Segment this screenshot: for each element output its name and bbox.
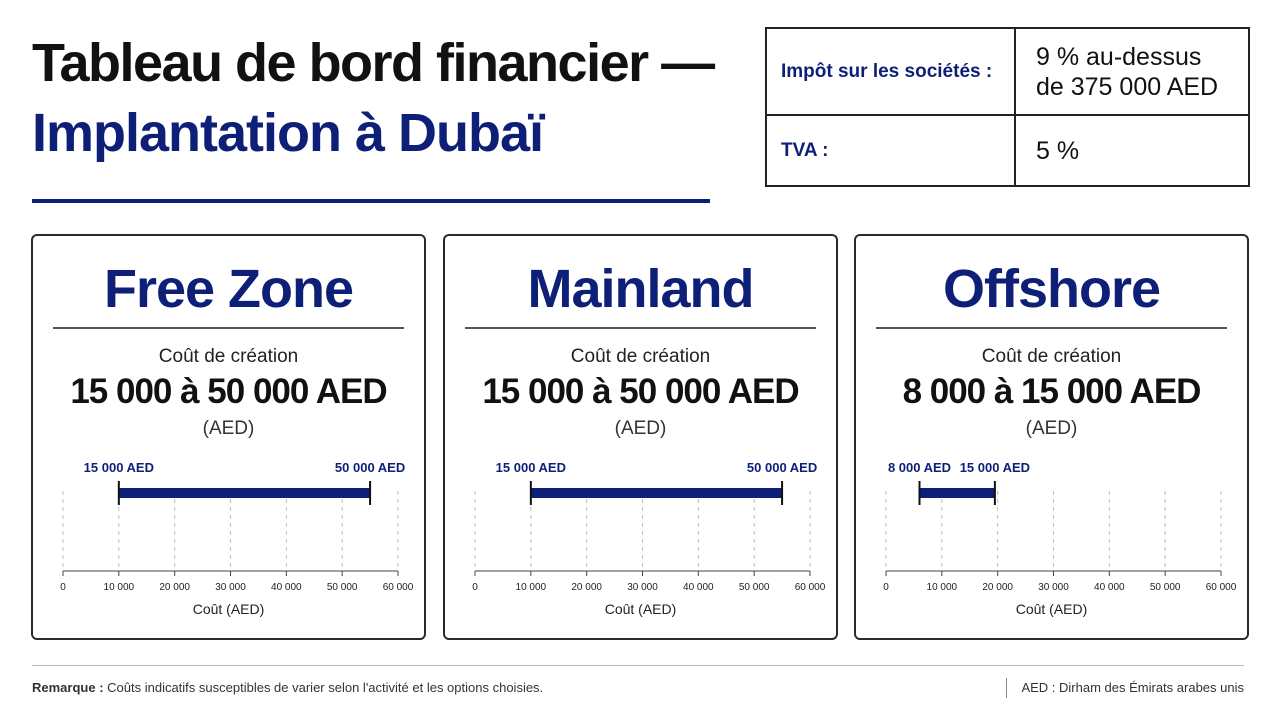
- x-tick-label: 20 000: [571, 582, 602, 593]
- vat-value: 5 %: [1036, 136, 1080, 165]
- x-tick-label: 60 000: [1206, 582, 1237, 593]
- range-chart: 0 10 000 20 000 30 000 40 000 50 000 60 000 15 …: [472, 460, 826, 617]
- x-tick-label: 30 000: [627, 582, 658, 593]
- footer-separator: [1006, 678, 1007, 698]
- card-title: Offshore: [942, 259, 1161, 319]
- card-divider: [53, 327, 404, 329]
- x-tick-label: 50 000: [739, 582, 770, 593]
- range-start-label: 15 000 AED: [84, 460, 154, 475]
- range-start-label: 8 000 AED: [888, 460, 951, 475]
- cost-unit: (AED): [202, 418, 255, 439]
- range-start-label: 15 000 AED: [496, 460, 566, 475]
- corporate-tax-value-line1: 9 % au-dessus: [1036, 42, 1202, 71]
- x-tick-label: 30 000: [215, 582, 246, 593]
- x-tick-label: 50 000: [327, 582, 358, 593]
- range-bar: [530, 488, 783, 498]
- range-end-label: 50 000 AED: [335, 460, 405, 475]
- card-mainland: Mainland Coût de création 15 000 à 50 00…: [443, 234, 838, 640]
- card-title: Mainland: [527, 259, 754, 319]
- cost-label: Coût de création: [981, 346, 1122, 367]
- cost-range: 15 000 à 50 000 AED: [70, 372, 387, 411]
- tax-table: Impôt sur les sociétés : 9 % au-dessus d…: [765, 27, 1250, 187]
- cost-unit: (AED): [614, 418, 667, 439]
- x-axis-label: Coût (AED): [605, 601, 677, 617]
- cost-range: 15 000 à 50 000 AED: [482, 372, 799, 411]
- card-divider: [465, 327, 816, 329]
- x-tick-label: 30 000: [1038, 582, 1069, 593]
- x-tick-label: 10 000: [516, 582, 547, 593]
- x-tick-label: 60 000: [795, 582, 826, 593]
- cost-label: Coût de création: [570, 346, 711, 367]
- cost-unit: (AED): [1025, 418, 1078, 439]
- cost-label: Coût de création: [158, 346, 299, 367]
- card-free-zone: Free Zone Coût de création 15 000 à 50 0…: [31, 234, 426, 640]
- card-title: Free Zone: [103, 259, 354, 319]
- x-tick-label: 50 000: [1150, 582, 1181, 593]
- x-axis-label: Coût (AED): [193, 601, 265, 617]
- x-tick-label: 10 000: [104, 582, 135, 593]
- x-tick-label: 20 000: [159, 582, 190, 593]
- x-tick-label: 20 000: [982, 582, 1013, 593]
- corporate-tax-value: 9 % au-dessus de 375 000 AED: [1016, 29, 1248, 116]
- x-tick-label: 0: [60, 582, 66, 593]
- x-tick-label: 60 000: [383, 582, 414, 593]
- range-end-label: 50 000 AED: [747, 460, 817, 475]
- footer-note-label: Remarque :: [32, 680, 104, 695]
- title-underline: [32, 199, 710, 203]
- footer-note: Remarque : Coûts indicatifs susceptibles…: [32, 680, 543, 695]
- cost-range: 8 000 à 15 000 AED: [902, 372, 1202, 411]
- x-tick-label: 0: [883, 582, 889, 593]
- footer-divider: [32, 665, 1244, 666]
- range-chart: 0 10 000 20 000 30 000 40 000 50 000 60 000 15 …: [60, 460, 414, 617]
- title-line-2: Implantation à Dubaï: [32, 103, 544, 163]
- x-tick-label: 0: [472, 582, 478, 593]
- x-tick-label: 40 000: [271, 582, 302, 593]
- x-tick-label: 40 000: [683, 582, 714, 593]
- corporate-tax-label: Impôt sur les sociétés :: [767, 29, 1016, 116]
- footer-note-text: Coûts indicatifs susceptibles de varier …: [103, 680, 544, 695]
- title-line-1: Tableau de bord financier —: [32, 33, 715, 93]
- range-bar: [919, 488, 995, 498]
- range-chart: 0 10 000 20 000 30 000 40 000 50 000 60 000 8 0…: [883, 460, 1237, 617]
- card-offshore: Offshore Coût de création 8 000 à 15 000…: [854, 234, 1249, 640]
- card-divider: [876, 327, 1227, 329]
- corporate-tax-value-line2: de 375 000 AED: [1036, 72, 1219, 101]
- footer-aed-note: AED : Dirham des Émirats arabes unis: [1021, 680, 1244, 695]
- vat-label: TVA :: [767, 116, 1016, 185]
- x-tick-label: 10 000: [927, 582, 958, 593]
- range-end-label: 15 000 AED: [960, 460, 1030, 475]
- range-bar: [118, 488, 371, 498]
- x-axis-label: Coût (AED): [1016, 601, 1088, 617]
- x-tick-label: 40 000: [1094, 582, 1125, 593]
- dashboard-title: Tableau de bord financier — Implantation…: [32, 30, 732, 170]
